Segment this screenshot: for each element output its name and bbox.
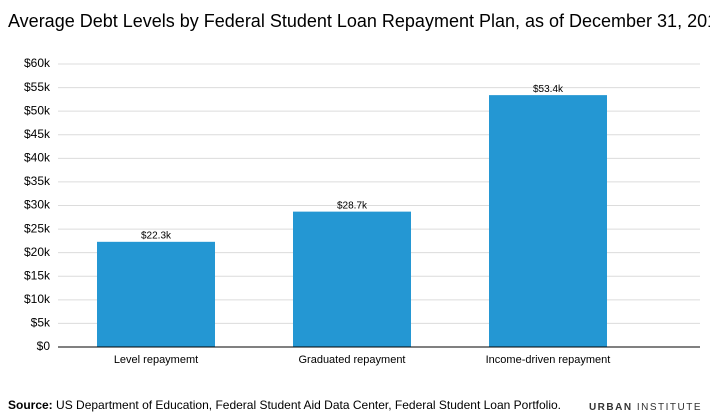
y-tick-label: $55k	[24, 80, 51, 94]
y-tick-label: $0	[37, 339, 51, 353]
value-label: $53.4k	[533, 84, 564, 95]
y-tick-label: $10k	[24, 292, 51, 306]
y-tick-label: $60k	[24, 56, 51, 70]
bar	[293, 211, 411, 347]
bar	[489, 95, 607, 347]
value-label: $28.7k	[337, 200, 368, 211]
x-tick-label: Income-driven repayment	[486, 354, 611, 366]
branding-bold: URBAN	[589, 402, 633, 413]
y-tick-label: $15k	[24, 268, 51, 282]
source-text: US Department of Education, Federal Stud…	[56, 398, 561, 412]
x-tick-label: Level repaymemt	[114, 354, 198, 366]
branding: URBAN INSTITUTE	[589, 402, 702, 413]
value-label: $22.3k	[141, 230, 172, 241]
y-tick-label: $20k	[24, 245, 51, 259]
source-label: Source:	[8, 398, 53, 412]
branding-rest: INSTITUTE	[637, 402, 702, 413]
y-tick-label: $40k	[24, 151, 51, 165]
y-tick-label: $25k	[24, 221, 51, 235]
source: Source: US Department of Education, Fede…	[8, 398, 561, 412]
y-tick-label: $5k	[31, 316, 51, 330]
chart-title: Average Debt Levels by Federal Student L…	[8, 11, 710, 31]
y-tick-label: $30k	[24, 198, 51, 212]
x-tick-label: Graduated repayment	[298, 354, 405, 366]
y-tick-label: $50k	[24, 103, 51, 117]
bar	[97, 241, 215, 347]
y-tick-label: $35k	[24, 174, 51, 188]
y-tick-label: $45k	[24, 127, 51, 141]
